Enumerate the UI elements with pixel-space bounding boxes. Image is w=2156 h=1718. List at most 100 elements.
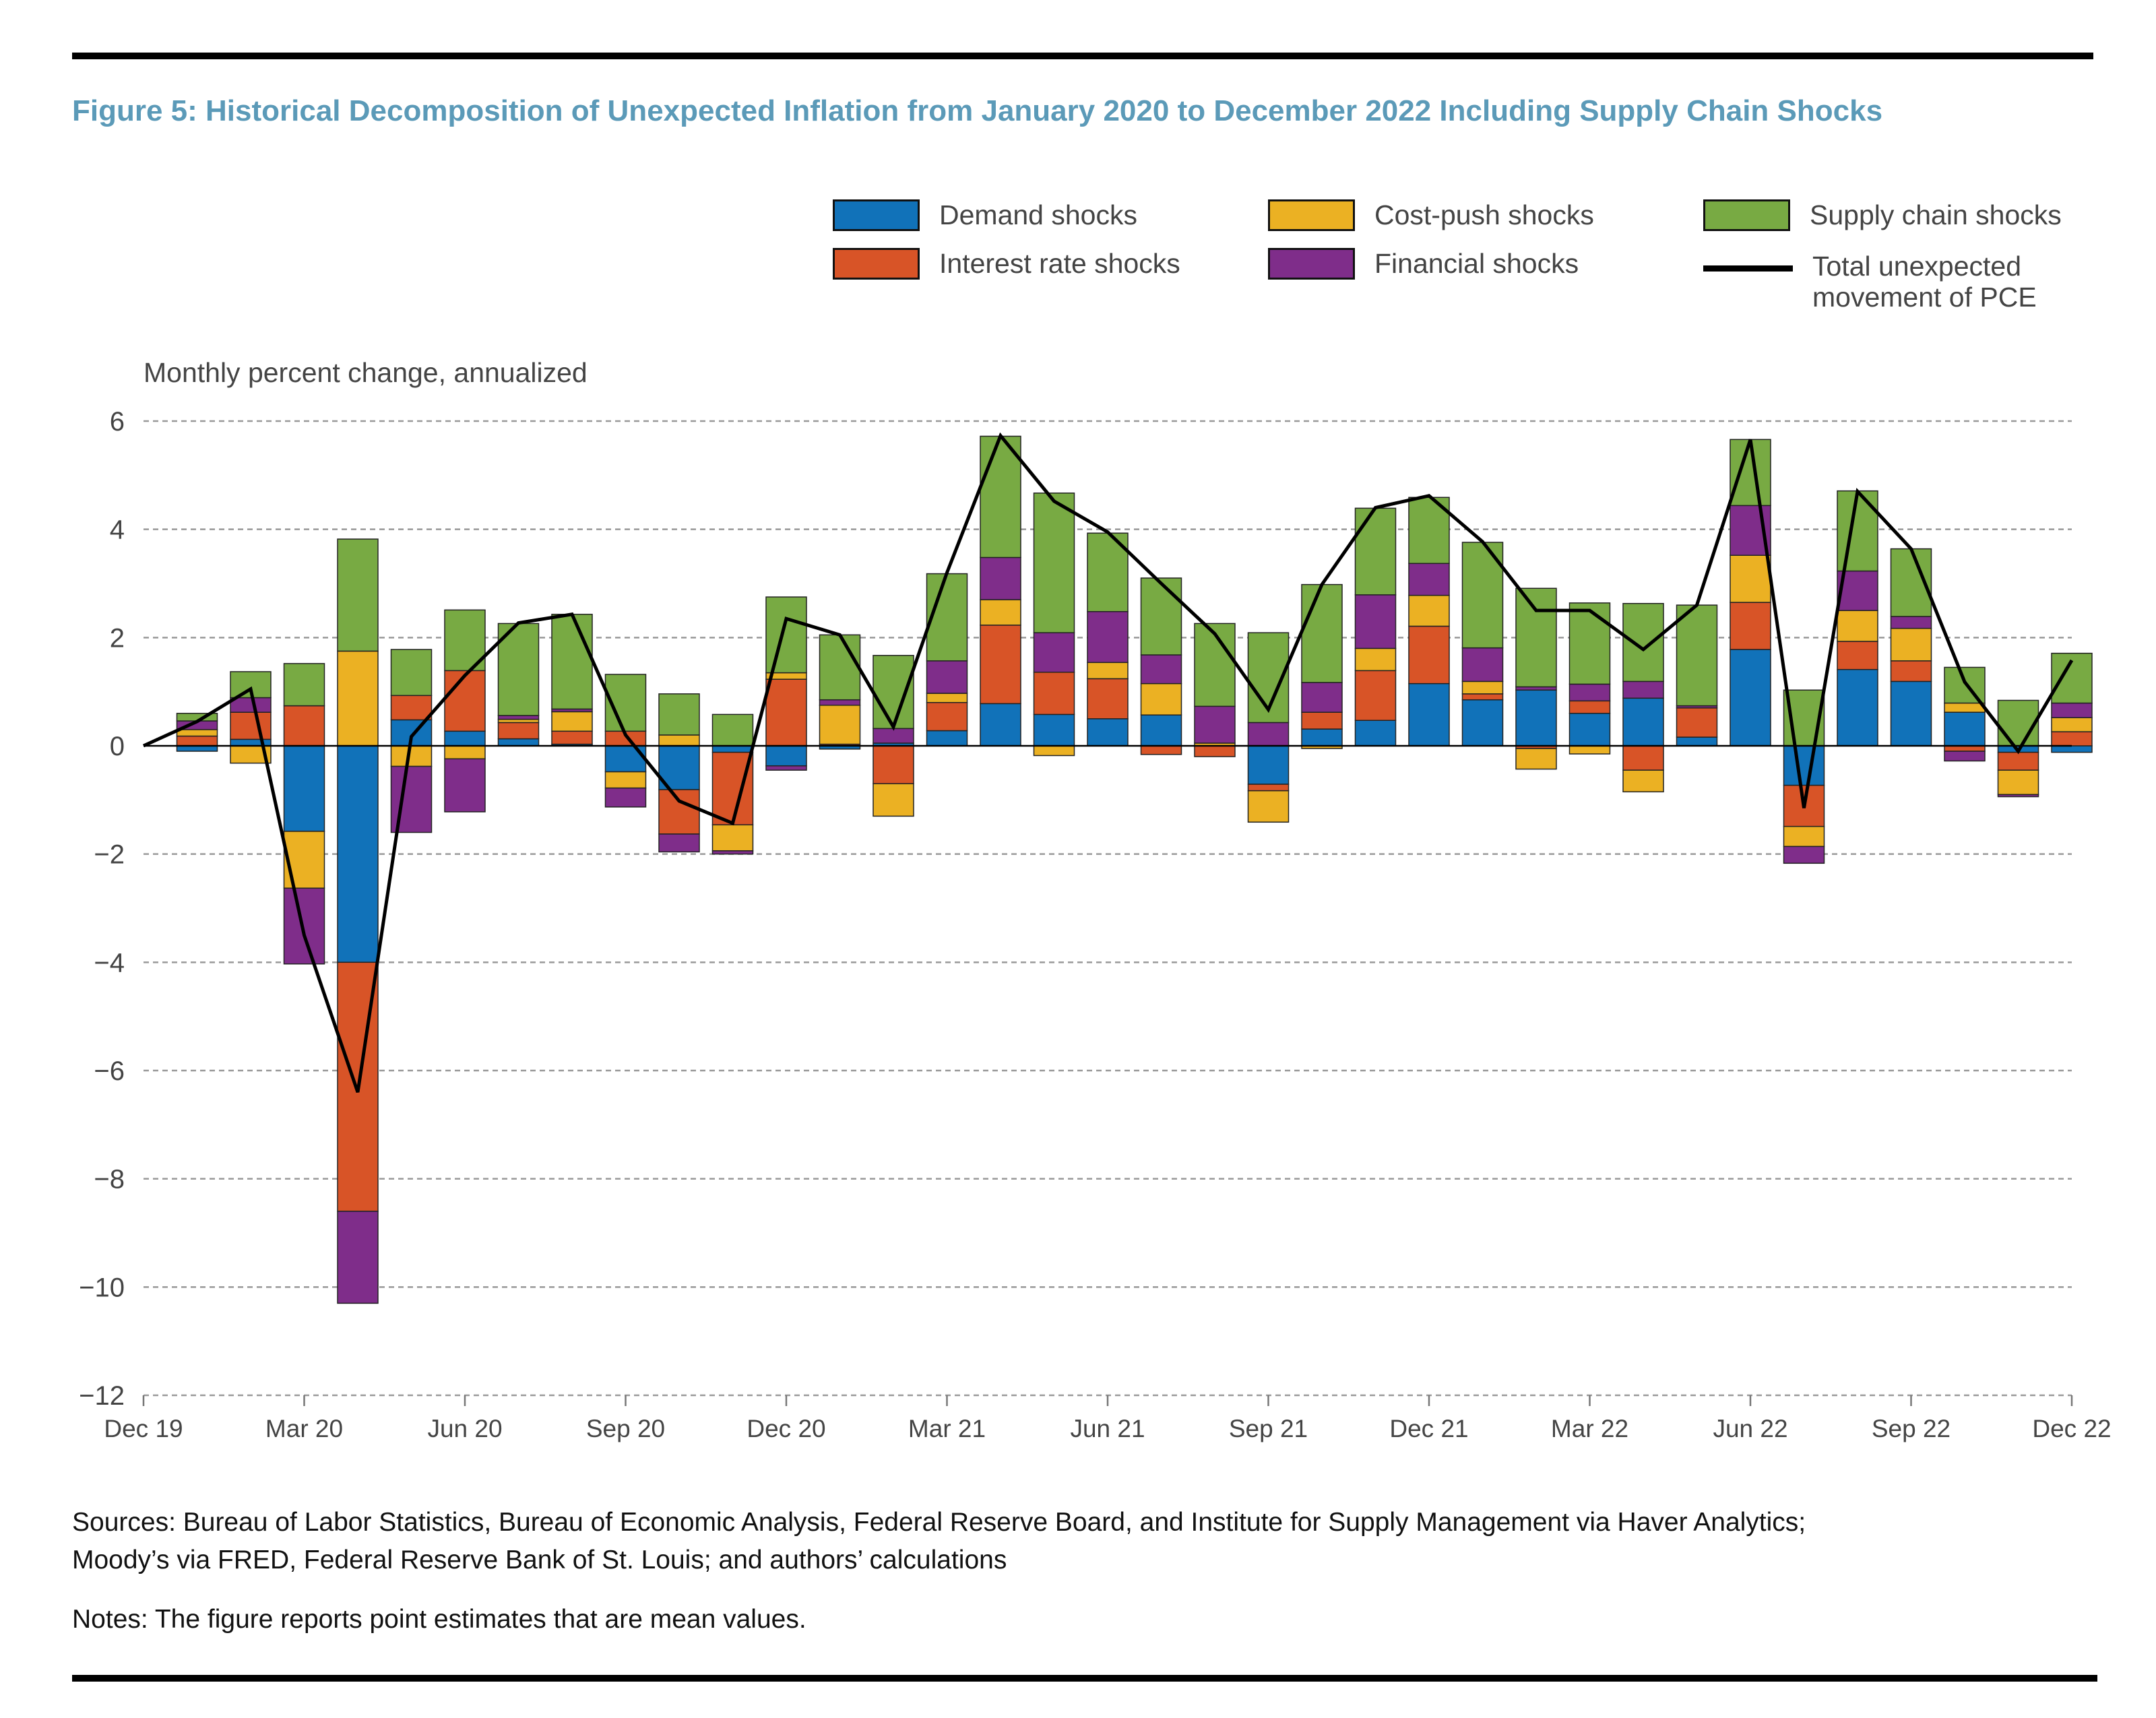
- x-tick-label: Jun 21: [1070, 1415, 1145, 1442]
- bar-segment-cost-push-shocks: [1408, 594, 1450, 627]
- legend-label: Demand shocks: [939, 199, 1137, 230]
- bar-segment-interest-rate-shocks: [497, 722, 540, 740]
- legend-financial: Financial shocks: [1268, 248, 1579, 280]
- bar-segment-demand-shocks: [1408, 682, 1450, 746]
- bar-segment-demand-shocks: [1301, 728, 1343, 746]
- bar-segment-financial-shocks: [444, 758, 486, 813]
- x-tick-label: Dec 20: [747, 1415, 825, 1442]
- top-rule: [72, 53, 2093, 59]
- bar-segment-interest-rate-shocks: [1033, 671, 1075, 715]
- legend-swatch: [1268, 248, 1355, 280]
- bar-segment-supply-chain-shocks: [711, 713, 754, 746]
- bar-segment-demand-shocks: [1354, 720, 1397, 746]
- y-tick-label: −6: [94, 1056, 125, 1086]
- bar-segment-cost-push-shocks: [711, 824, 754, 852]
- bar-segment-financial-shocks: [2051, 702, 2093, 718]
- x-tick-label: Jun 22: [1713, 1415, 1787, 1442]
- bar-segment-financial-shocks: [1568, 683, 1611, 702]
- bar-segment-interest-rate-shocks: [1730, 602, 1771, 650]
- bar-segment-financial-shocks: [1140, 654, 1182, 685]
- bar-segment-financial-shocks: [1461, 647, 1504, 682]
- bar-segment-interest-rate-shocks: [1676, 707, 1718, 738]
- y-tick-label: 2: [110, 623, 125, 653]
- bar-segment-demand-shocks: [337, 745, 379, 963]
- x-tick-label: Dec 22: [2032, 1415, 2111, 1442]
- bar-segment-demand-shocks: [1515, 689, 1557, 746]
- bar-segment-interest-rate-shocks: [1140, 745, 1182, 755]
- bar-segment-interest-rate-shocks: [1837, 641, 1878, 670]
- x-tick-label: Dec 21: [1389, 1415, 1468, 1442]
- bar-segment-demand-shocks: [1622, 697, 1664, 746]
- bar-segment-cost-push-shocks: [176, 729, 218, 737]
- bar-segment-interest-rate-shocks: [765, 678, 807, 746]
- bar-segment-interest-rate-shocks: [873, 745, 914, 784]
- bar-segment-supply-chain-shocks: [1354, 507, 1397, 596]
- legend-cost-push: Cost-push shocks: [1268, 199, 1594, 231]
- x-tick-label: Mar 20: [265, 1415, 343, 1442]
- bottom-rule: [72, 1675, 2097, 1682]
- legend-interest-rate: Interest rate shocks: [833, 248, 1180, 280]
- bar-segment-demand-shocks: [444, 730, 486, 746]
- bar-segment-cost-push-shocks: [337, 650, 379, 746]
- bar-segment-cost-push-shocks: [1033, 745, 1075, 757]
- bar-segment-financial-shocks: [873, 728, 914, 744]
- bar-segment-interest-rate-shocks: [711, 751, 754, 826]
- bar-segment-demand-shocks: [497, 738, 540, 746]
- bar-segment-supply-chain-shocks: [873, 655, 914, 730]
- bar-segment-interest-rate-shocks: [1354, 670, 1397, 721]
- bar-segment-cost-push-shocks: [1622, 769, 1664, 793]
- bar-segment-cost-push-shocks: [283, 831, 325, 889]
- bar-segment-supply-chain-shocks: [980, 435, 1021, 559]
- total-pce-line: [142, 432, 2074, 1093]
- bar-segment-cost-push-shocks: [1783, 825, 1825, 848]
- bar-segment-cost-push-shocks: [1087, 662, 1129, 680]
- bar-segment-interest-rate-shocks: [1568, 700, 1611, 714]
- y-tick-label: −12: [79, 1381, 125, 1411]
- bar-segment-cost-push-shocks: [1247, 790, 1290, 823]
- y-tick-label: 4: [110, 515, 125, 545]
- bar-segment-cost-push-shocks: [873, 783, 914, 817]
- bar-segment-cost-push-shocks: [658, 734, 700, 746]
- legend-line-swatch: [1703, 265, 1793, 272]
- bar-segment-supply-chain-shocks: [390, 649, 433, 697]
- bar-segment-supply-chain-shocks: [551, 614, 593, 710]
- sources-line-1: Sources: Bureau of Labor Statistics, Bur…: [72, 1508, 1806, 1537]
- bar-segment-financial-shocks: [604, 787, 647, 808]
- legend-label: Supply chain shocks: [1810, 199, 2062, 230]
- notes: Notes: The figure reports point estimate…: [72, 1605, 806, 1634]
- bar-segment-financial-shocks: [1247, 722, 1290, 746]
- bar-segment-interest-rate-shocks: [658, 789, 700, 835]
- bar-segment-demand-shocks: [1890, 680, 1932, 746]
- bar-segment-financial-shocks: [1997, 794, 2039, 798]
- bar-segment-cost-push-shocks: [1837, 610, 1878, 642]
- bar-segment-financial-shocks: [1354, 594, 1397, 649]
- bar-segment-cost-push-shocks: [1515, 748, 1557, 770]
- bar-segment-interest-rate-shocks: [926, 701, 968, 732]
- bar-segment-financial-shocks: [1087, 611, 1129, 664]
- y-tick-label: −8: [94, 1165, 125, 1195]
- legend-swatch: [1703, 199, 1790, 231]
- bar-segment-demand-shocks: [1087, 718, 1129, 746]
- bar-segment-interest-rate-shocks: [1087, 678, 1129, 720]
- bar-segment-demand-shocks: [1944, 711, 1986, 746]
- bar-segment-supply-chain-shocks: [1622, 602, 1664, 682]
- bar-segment-interest-rate-shocks: [1997, 751, 2039, 771]
- bar-segment-financial-shocks: [1033, 632, 1075, 673]
- bar-segment-supply-chain-shocks: [1033, 492, 1075, 633]
- bar-segment-cost-push-shocks: [1890, 627, 1932, 662]
- bar-segment-interest-rate-shocks: [1622, 745, 1664, 771]
- bar-segment-supply-chain-shocks: [1140, 577, 1182, 656]
- bar-segment-supply-chain-shocks: [1837, 490, 1878, 572]
- bar-segment-interest-rate-shocks: [1461, 693, 1504, 701]
- bar-segment-demand-shocks: [2051, 745, 2093, 753]
- bar-segment-supply-chain-shocks: [819, 634, 861, 701]
- bar-segment-financial-shocks: [980, 556, 1021, 600]
- bar-segment-interest-rate-shocks: [980, 625, 1021, 705]
- y-tick-label: 6: [110, 407, 125, 437]
- bar-segment-supply-chain-shocks: [926, 573, 968, 662]
- bar-segment-supply-chain-shocks: [283, 663, 325, 707]
- bar-segment-cost-push-shocks: [926, 693, 968, 703]
- sources-line-2: Moody’s via FRED, Federal Reserve Bank o…: [72, 1546, 1007, 1574]
- legend-label: Interest rate shocks: [939, 248, 1180, 279]
